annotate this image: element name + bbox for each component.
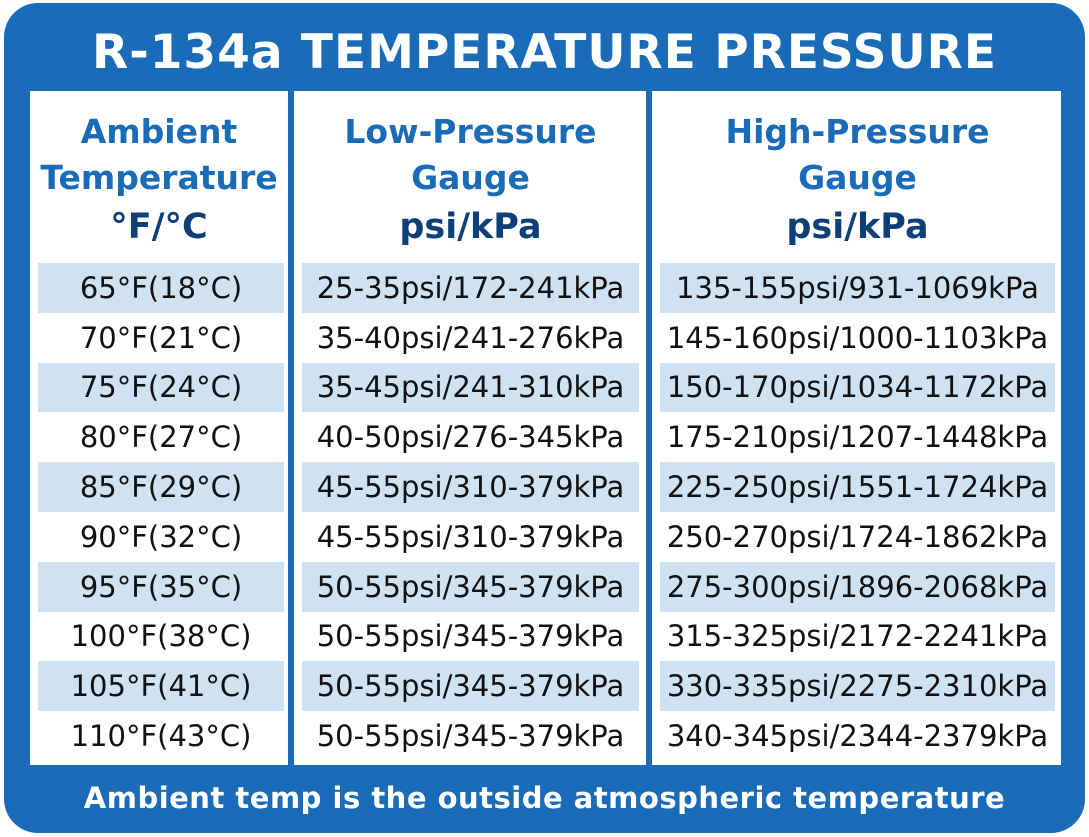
chart-title: R-134a TEMPERATURE PRESSURE CHART — [92, 25, 997, 144]
low-header-line1: Low-Pressure — [344, 112, 597, 151]
table-cell-low: 40-50psi/276-345kPa — [316, 420, 625, 455]
table-cell-ambient: 95°F(35°C) — [38, 561, 284, 612]
table-cell-high: 135-155psi/931-1069kPa — [660, 263, 1055, 313]
table-cell-low: 25-35psi/172-241kPa — [302, 263, 639, 313]
high-header-unit: psi/kPa — [786, 207, 929, 247]
column-divider — [288, 91, 294, 765]
high-pressure-column: High-Pressure Gauge psi/kPa 135-155psi/9… — [654, 91, 1061, 765]
column-divider — [646, 91, 652, 765]
table-cell-low: 50-55psi/345-379kPa — [316, 619, 625, 654]
footer-note: Ambient temp is the outside atmospheric … — [83, 781, 1006, 815]
table-cell-low: 35-45psi/241-310kPa — [302, 362, 639, 413]
low-header-line2: Gauge — [411, 158, 530, 197]
low-pressure-rows: 25-35psi/172-241kPa 35-40psi/241-276kPa … — [302, 263, 639, 761]
table-cell-low: 50-55psi/345-379kPa — [316, 719, 625, 754]
table-cell-low: 45-55psi/310-379kPa — [316, 519, 625, 554]
table-cell-high: 250-270psi/1724-1862kPa — [666, 519, 1049, 554]
table-cell-high: 275-300psi/1896-2068kPa — [660, 561, 1055, 612]
high-header-line2: Gauge — [798, 158, 917, 197]
high-header-line1: High-Pressure — [725, 112, 990, 151]
ambient-header: Ambient Temperature °F/°C — [30, 109, 288, 253]
table-cell-high: 315-325psi/2172-2241kPa — [666, 619, 1049, 654]
pressure-table: Ambient Temperature °F/°C 65°F(18°C) 70°… — [30, 91, 1061, 765]
table-cell-ambient: 90°F(32°C) — [79, 519, 243, 554]
table-cell-high: 175-210psi/1207-1448kPa — [666, 420, 1049, 455]
table-cell-low: 45-55psi/310-379kPa — [302, 462, 639, 512]
ambient-header-unit: °F/°C — [110, 207, 208, 247]
table-cell-high: 330-335psi/2275-2310kPa — [660, 661, 1055, 712]
table-cell-low: 50-55psi/345-379kPa — [302, 561, 639, 612]
table-cell-high: 145-160psi/1000-1103kPa — [666, 320, 1049, 355]
table-cell-ambient: 105°F(41°C) — [38, 661, 284, 712]
table-cell-high: 340-345psi/2344-2379kPa — [666, 719, 1049, 754]
table-cell-low: 50-55psi/345-379kPa — [302, 661, 639, 712]
table-cell-ambient: 65°F(18°C) — [38, 263, 284, 313]
table-cell-high: 225-250psi/1551-1724kPa — [660, 462, 1055, 512]
ambient-header-line2: Temperature — [40, 158, 278, 197]
chart-card: R-134a TEMPERATURE PRESSURE CHART Ambien… — [4, 3, 1085, 833]
table-cell-ambient: 110°F(43°C) — [70, 719, 252, 754]
low-pressure-column: Low-Pressure Gauge psi/kPa 25-35psi/172-… — [296, 91, 645, 765]
high-pressure-rows: 135-155psi/931-1069kPa 145-160psi/1000-1… — [660, 263, 1055, 761]
ambient-header-line1: Ambient — [80, 112, 238, 151]
table-cell-ambient: 70°F(21°C) — [79, 320, 243, 355]
ambient-rows: 65°F(18°C) 70°F(21°C) 75°F(24°C) 80°F(27… — [38, 263, 284, 761]
low-header-unit: psi/kPa — [399, 207, 542, 247]
table-cell-ambient: 85°F(29°C) — [38, 462, 284, 512]
table-cell-high: 150-170psi/1034-1172kPa — [660, 362, 1055, 413]
table-cell-ambient: 75°F(24°C) — [38, 362, 284, 413]
ambient-column: Ambient Temperature °F/°C 65°F(18°C) 70°… — [30, 91, 288, 765]
table-cell-ambient: 100°F(38°C) — [70, 619, 252, 654]
high-pressure-header: High-Pressure Gauge psi/kPa — [654, 109, 1061, 253]
table-cell-low: 35-40psi/241-276kPa — [316, 320, 625, 355]
low-pressure-header: Low-Pressure Gauge psi/kPa — [296, 109, 645, 253]
table-cell-ambient: 80°F(27°C) — [79, 420, 243, 455]
